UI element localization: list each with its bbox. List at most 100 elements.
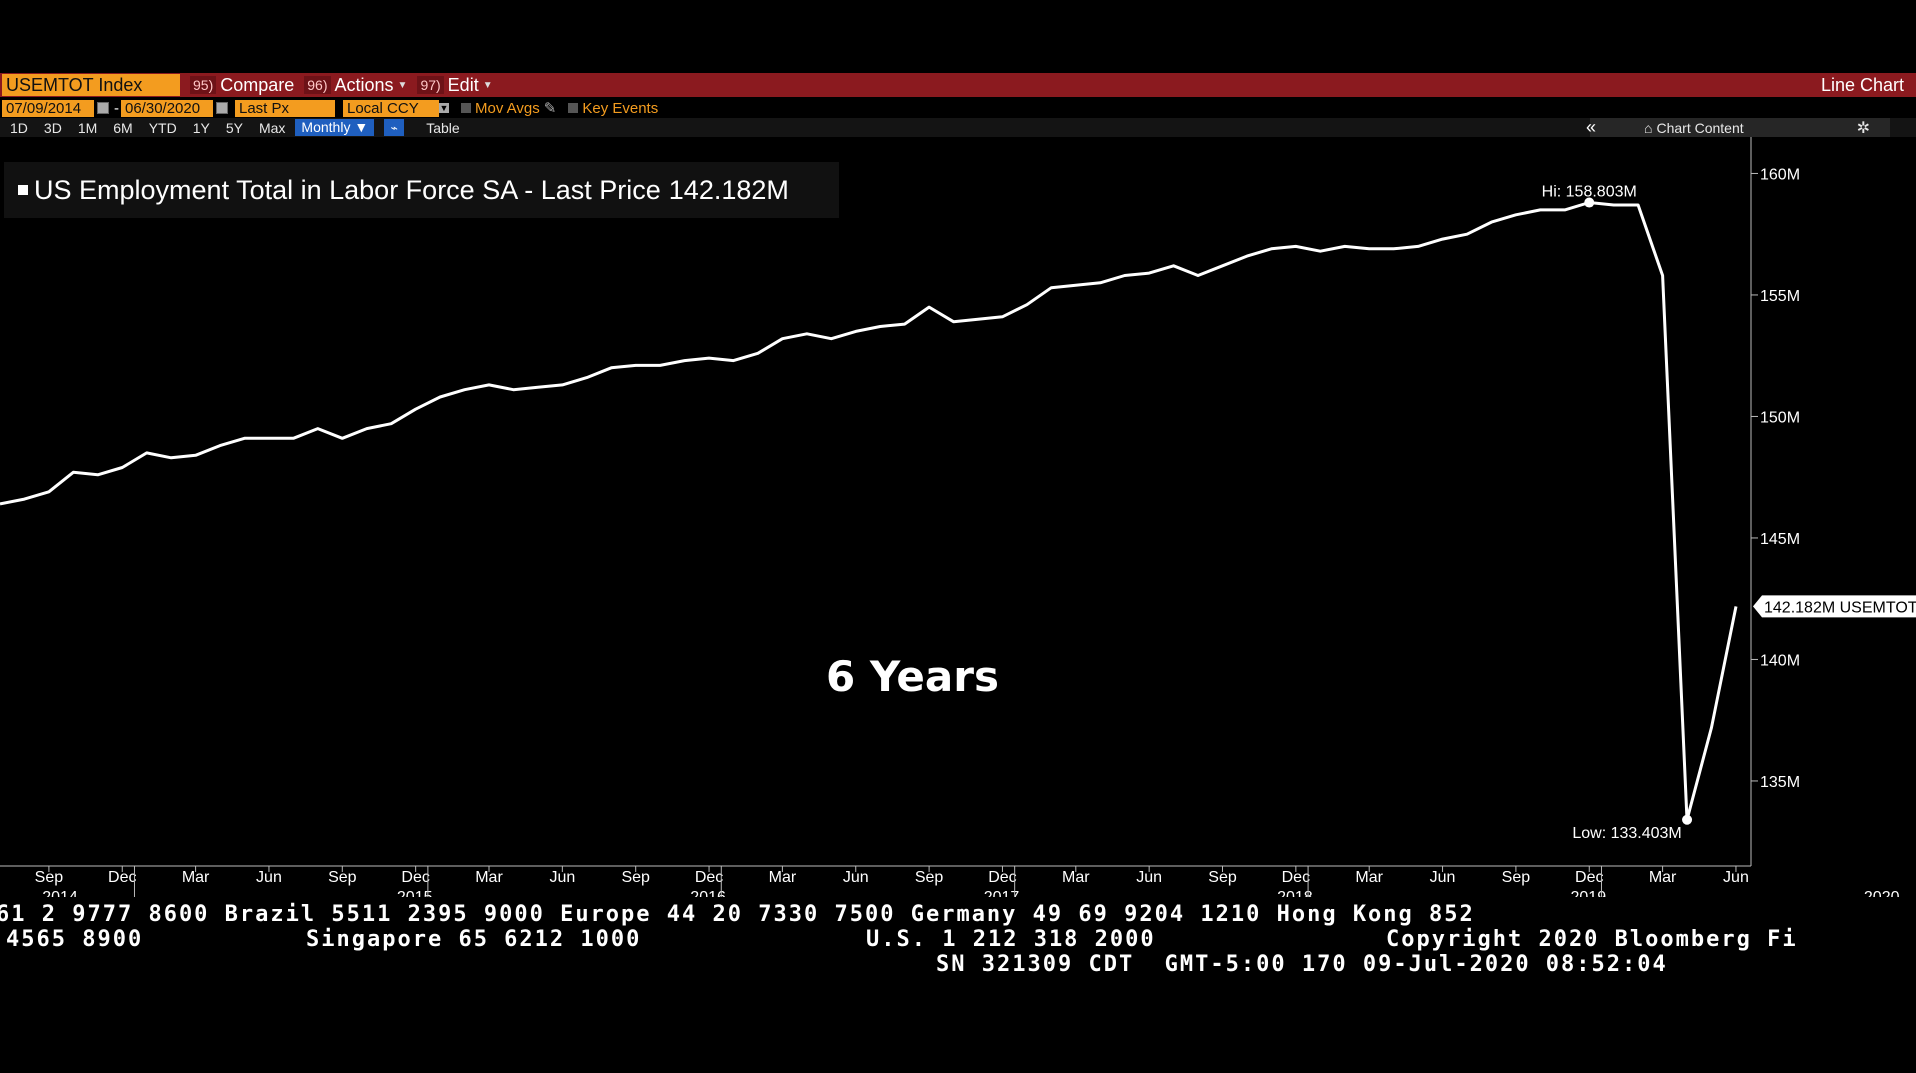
chart-legend[interactable]: US Employment Total in Labor Force SA - … bbox=[4, 162, 839, 218]
footer-line-1: 61 2 9777 8600 Brazil 5511 2395 9000 Eur… bbox=[0, 902, 1475, 927]
x-tick-label: Dec bbox=[695, 869, 723, 886]
x-tick-label: Dec bbox=[1575, 869, 1603, 886]
x-year-label: 2018 bbox=[1277, 889, 1313, 897]
y-tick-label: 135M bbox=[1760, 774, 1800, 791]
key-events-label: Key Events bbox=[582, 99, 659, 117]
price-field-select[interactable]: Last Px bbox=[235, 99, 335, 117]
view-type-label[interactable]: Line Chart bbox=[1820, 74, 1904, 95]
x-tick-label: Jun bbox=[549, 869, 575, 886]
x-tick-label: Jun bbox=[1723, 869, 1749, 886]
edit-number: 97) bbox=[417, 76, 444, 94]
series-swatch bbox=[18, 185, 28, 195]
chart-content-icon: ⌂ bbox=[1644, 119, 1653, 136]
caret-down-icon: ▼ bbox=[482, 79, 493, 91]
footer-line-2a: 4565 8900 bbox=[6, 927, 144, 952]
period-5y[interactable]: 5Y bbox=[225, 119, 243, 136]
period-1d[interactable]: 1D bbox=[10, 119, 28, 136]
compare-label: Compare bbox=[220, 74, 295, 95]
chart-content-button[interactable]: Chart Content bbox=[1656, 119, 1744, 136]
caret-down-icon: ▼ bbox=[397, 79, 408, 91]
overlay-title: 6 Years bbox=[826, 652, 999, 701]
collapse-icon[interactable]: « bbox=[1586, 117, 1597, 137]
chart-content-bar: « ⌂ Chart Content ✲ bbox=[1586, 117, 1890, 137]
edit-button[interactable]: 97) Edit ▼ bbox=[417, 75, 493, 96]
actions-number: 96) bbox=[304, 76, 331, 94]
x-tick-label: Sep bbox=[915, 869, 944, 886]
x-tick-label: Jun bbox=[1430, 869, 1456, 886]
mov-avgs-label: Mov Avgs bbox=[475, 99, 540, 117]
legend-value: 142.182M bbox=[668, 174, 789, 205]
actions-label: Actions bbox=[334, 74, 394, 95]
x-tick-label: Dec bbox=[401, 869, 429, 886]
x-tick-label: Sep bbox=[328, 869, 357, 886]
x-axis-ticks: Sep Dec Mar Jun Sep Dec Mar Jun Sep Dec Mar Jun Sep D… bbox=[35, 866, 1900, 897]
mov-avgs-checkbox[interactable] bbox=[461, 103, 471, 113]
x-year-label: 2020 bbox=[1864, 889, 1900, 897]
x-year-label: 2019 bbox=[1571, 889, 1607, 897]
frequency-label: Monthly bbox=[301, 119, 351, 135]
x-tick-label: Mar bbox=[1649, 869, 1677, 886]
command-toolbar: USEMTOT Index 95) Compare 96) Actions ▼ … bbox=[0, 73, 1916, 97]
y-tick-label: 150M bbox=[1760, 409, 1800, 426]
series-line bbox=[0, 201, 1738, 822]
key-events-checkbox[interactable] bbox=[568, 103, 579, 113]
frequency-select[interactable]: Monthly ▼ bbox=[295, 119, 375, 136]
footer-line-2d: Copyright 2020 Bloomberg Fi bbox=[1386, 927, 1798, 952]
period-3d[interactable]: 3D bbox=[43, 119, 62, 136]
x-year-label: 2016 bbox=[690, 889, 726, 897]
currency-select[interactable]: Local CCY bbox=[343, 99, 439, 117]
actions-button[interactable]: 96) Actions ▼ bbox=[304, 75, 407, 96]
x-year-label: 2017 bbox=[984, 889, 1020, 897]
x-tick-label: Dec bbox=[988, 869, 1016, 886]
x-tick-label: Sep bbox=[1208, 869, 1237, 886]
gear-icon[interactable]: ✲ bbox=[1856, 119, 1870, 137]
footer-contacts: 61 2 9777 8600 Brazil 5511 2395 9000 Eur… bbox=[0, 898, 1916, 1016]
x-tick-label: Mar bbox=[1355, 869, 1383, 886]
x-tick-label: Jun bbox=[843, 869, 869, 886]
x-tick-label: Jun bbox=[256, 869, 282, 886]
y-tick-label: 155M bbox=[1760, 288, 1800, 305]
period-1y[interactable]: 1Y bbox=[192, 119, 210, 136]
period-max[interactable]: Max bbox=[258, 119, 286, 136]
pencil-icon[interactable]: ✎ bbox=[543, 100, 557, 117]
compare-number: 95) bbox=[190, 76, 217, 94]
end-date-field[interactable]: 06/30/2020 bbox=[121, 99, 213, 117]
last-price-label: 142.182M USEMTOT bbox=[1764, 599, 1916, 616]
start-date-field[interactable]: 07/09/2014 bbox=[2, 99, 94, 117]
date-range-bar: 07/09/2014 - 06/30/2020 Last Px Local CC… bbox=[0, 98, 1916, 118]
date-separator: - bbox=[114, 99, 119, 117]
x-tick-label: Jun bbox=[1136, 869, 1162, 886]
x-year-label: 2015 bbox=[397, 889, 433, 897]
footer-line-3: SN 321309 CDT GMT-5:00 170 09-Jul-2020 0… bbox=[936, 952, 1668, 977]
x-tick-label: Dec bbox=[108, 869, 136, 886]
high-marker bbox=[1584, 197, 1595, 208]
y-tick-label: 160M bbox=[1760, 166, 1800, 183]
footer-line-2b: Singapore 65 6212 1000 bbox=[306, 927, 642, 952]
compare-button[interactable]: 95) Compare bbox=[190, 75, 294, 96]
y-tick-label: 140M bbox=[1760, 652, 1800, 669]
x-tick-label: Dec bbox=[1282, 869, 1310, 886]
x-tick-label: Sep bbox=[1502, 869, 1531, 886]
ticker-field[interactable]: USEMTOT Index bbox=[2, 74, 180, 96]
calendar-icon[interactable] bbox=[97, 102, 109, 114]
low-marker bbox=[1682, 814, 1693, 825]
chart-style-icon[interactable]: ⌁ bbox=[384, 119, 405, 136]
top-band bbox=[0, 0, 1916, 73]
period-1m[interactable]: 1M bbox=[77, 119, 98, 136]
x-tick-label: Mar bbox=[769, 869, 797, 886]
period-bar: 1D 3D 1M 6M YTD 1Y 5Y Max Monthly ▼ ⌁ Ta… bbox=[0, 118, 1916, 137]
y-tick-label: 145M bbox=[1760, 531, 1800, 548]
calendar-icon[interactable] bbox=[216, 102, 228, 114]
x-tick-label: Sep bbox=[35, 869, 64, 886]
footer-line-2c: U.S. 1 212 318 2000 bbox=[866, 927, 1156, 952]
x-tick-label: Mar bbox=[182, 869, 210, 886]
period-6m[interactable]: 6M bbox=[113, 119, 133, 136]
currency-dropdown-icon[interactable]: ▼ bbox=[439, 103, 449, 113]
period-ytd[interactable]: YTD bbox=[148, 119, 177, 136]
x-year-label: 2014 bbox=[42, 889, 78, 897]
table-button[interactable]: Table bbox=[426, 119, 460, 136]
low-label: Low: 133.403M bbox=[1572, 825, 1681, 842]
x-tick-label: Mar bbox=[475, 869, 503, 886]
high-label: Hi: 158.803M bbox=[1542, 184, 1637, 201]
